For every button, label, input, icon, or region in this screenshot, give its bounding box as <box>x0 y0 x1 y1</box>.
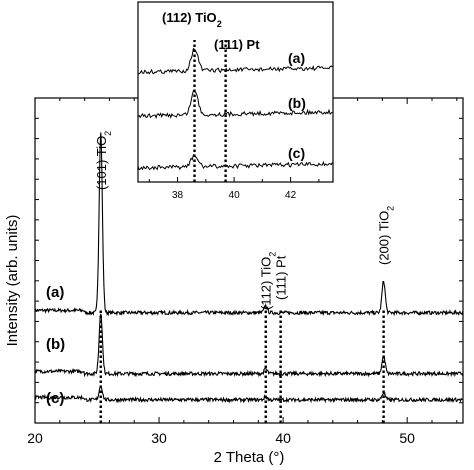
peak-label-tio2-101-subscript: 2 <box>103 131 113 136</box>
y-axis-title: Intensity (arb. units) <box>4 215 21 347</box>
inset-series-label: (c) <box>288 145 305 161</box>
peak-label-tio2-200-main: (200) TiO <box>377 211 392 265</box>
series-line <box>34 132 464 317</box>
inset-series-label: (a) <box>288 50 305 66</box>
series-label: (b) <box>46 336 65 353</box>
x-tick-label: 20 <box>27 430 43 446</box>
inset-series-line <box>137 89 333 120</box>
peak-label-tio2-101: (101) TiO2 <box>94 131 113 190</box>
inset-frame <box>137 1 334 183</box>
inset-annotation-pt-111: (111) Pt <box>214 37 260 52</box>
inset-series-line <box>137 154 333 171</box>
peak-label-tio2-200: (200) TiO2 <box>377 206 396 265</box>
peak-label-tio2-112: (112) TiO2 <box>259 252 278 310</box>
inset-x-tick-label: 40 <box>229 190 241 201</box>
peak-label-tio2-101-main: (101) TiO <box>94 136 109 190</box>
inset-annotation-tio2-112: (112) TiO2 <box>162 10 222 29</box>
inset-series-line <box>137 47 333 75</box>
x-axis-title: 2 Theta (°) <box>214 449 285 466</box>
series-line <box>34 313 464 378</box>
series-label: (a) <box>46 284 64 301</box>
peak-label-tio2-200-subscript: 2 <box>386 206 396 211</box>
x-tick-label: 50 <box>399 430 415 446</box>
peak-label-tio2-112-main: (112) TiO <box>259 257 274 310</box>
inset-x-tick-label: 38 <box>172 190 184 201</box>
x-tick-label: 40 <box>275 430 291 446</box>
inset-annotation-pt-111-main: (111) Pt <box>214 37 260 52</box>
inset-annotation-tio2-112-subscript: 2 <box>217 19 222 29</box>
peak-label-pt-111-main: (111) Pt <box>274 255 289 300</box>
x-tick-label: 30 <box>151 430 167 446</box>
inset-x-tick-label: 42 <box>285 190 297 201</box>
inset-annotation-tio2-112-main: (112) TiO <box>162 10 217 25</box>
peak-label-tio2-112-subscript: 2 <box>268 252 278 257</box>
series-label: (c) <box>46 390 64 407</box>
inset-series-label: (b) <box>288 95 306 111</box>
series-line <box>34 385 464 404</box>
peak-label-pt-111: (111) Pt <box>274 255 289 300</box>
